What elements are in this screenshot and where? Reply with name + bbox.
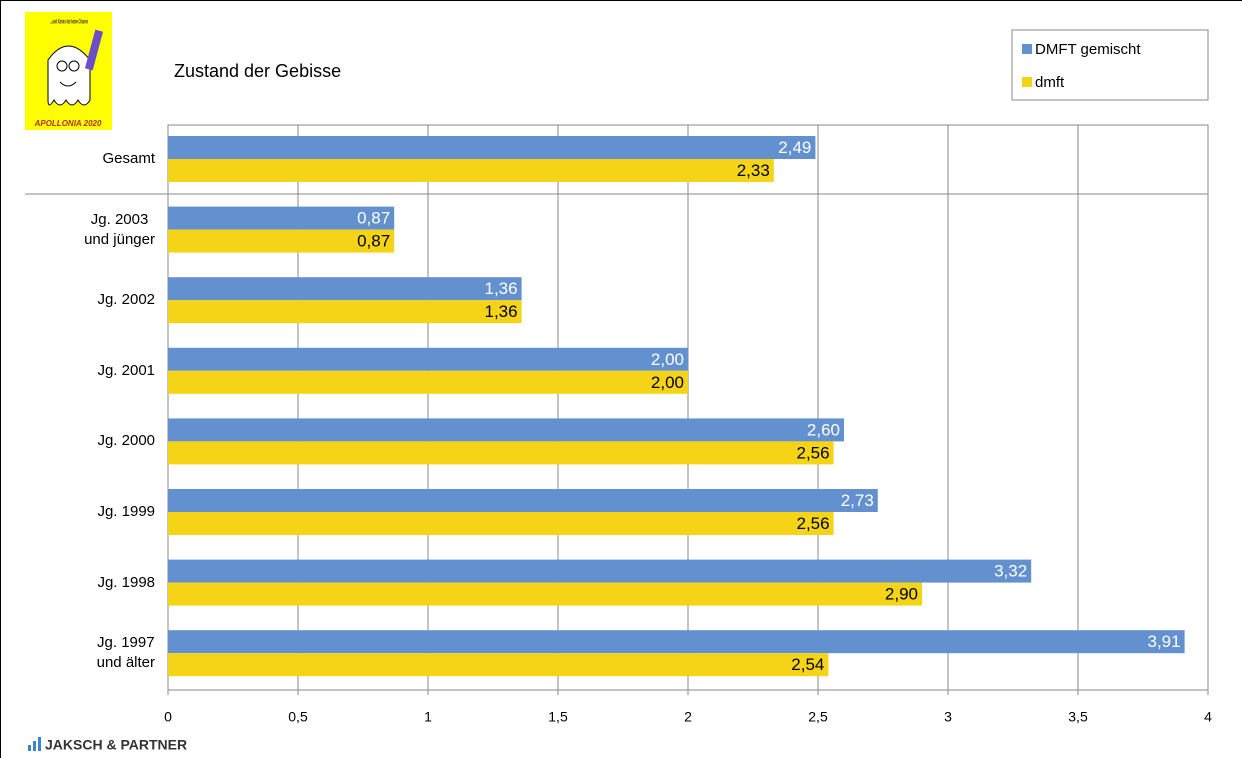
chart-title: Zustand der Gebisse bbox=[174, 61, 341, 81]
value-label: 2,73 bbox=[841, 491, 874, 510]
footer-icon bbox=[33, 741, 36, 751]
bar bbox=[168, 347, 688, 371]
y-tick-label: Jg. 2003 und jünger bbox=[84, 210, 155, 248]
value-label: 1,36 bbox=[485, 302, 518, 321]
bar bbox=[168, 229, 395, 253]
y-tick-label-box: Jg. 1997 und älter bbox=[20, 628, 155, 678]
logo-eye bbox=[56, 60, 68, 72]
bar bbox=[168, 582, 922, 606]
legend-swatch bbox=[1022, 77, 1032, 87]
logo-caption: ...und Karies hat keine Chance bbox=[50, 20, 88, 26]
value-label: 2,56 bbox=[797, 514, 830, 533]
x-tick-label: 0,5 bbox=[288, 709, 308, 725]
y-tick-label: Jg. 2000 bbox=[97, 432, 155, 450]
y-tick-label-box: Jg. 2001 bbox=[20, 346, 155, 396]
footer: JAKSCH & PARTNER bbox=[28, 737, 187, 753]
bar bbox=[168, 136, 816, 159]
legend-swatch bbox=[1022, 44, 1032, 54]
logo: ...und Karies hat keine Chance APOLLONIA… bbox=[25, 12, 112, 130]
legend-label: DMFT gemischt bbox=[1035, 41, 1141, 58]
y-tick-label-box: Jg. 2002 bbox=[20, 275, 155, 325]
bar bbox=[168, 512, 834, 535]
value-label: 2,60 bbox=[807, 420, 840, 439]
logo-name: APOLLONIA 2020 bbox=[34, 119, 102, 128]
x-tick-label: 3,5 bbox=[1068, 709, 1088, 725]
footer-icon bbox=[28, 745, 31, 751]
y-tick-label-box: Jg. 2003 und jünger bbox=[20, 205, 155, 255]
value-label: 2,49 bbox=[778, 138, 811, 157]
y-tick-label-box: Jg. 2000 bbox=[20, 416, 155, 466]
y-tick-label-box: Jg. 1998 bbox=[20, 558, 155, 608]
bar bbox=[168, 630, 1185, 654]
bar bbox=[168, 653, 829, 677]
y-tick-label-box: Jg. 1999 bbox=[20, 487, 155, 537]
y-tick-label: Jg. 1999 bbox=[97, 503, 155, 520]
footer-text: JAKSCH & PARTNER bbox=[45, 737, 187, 753]
value-label: 0,87 bbox=[357, 209, 390, 228]
value-label: 1,36 bbox=[485, 279, 518, 298]
bar bbox=[168, 370, 688, 394]
bar bbox=[168, 206, 395, 230]
bar bbox=[168, 418, 844, 442]
x-tick-label: 3 bbox=[944, 709, 952, 725]
x-tick-label: 0 bbox=[164, 709, 172, 725]
logo-mouth bbox=[59, 81, 77, 87]
x-tick-label: 4 bbox=[1204, 709, 1212, 725]
y-tick-label: Jg. 1997 und älter bbox=[96, 634, 155, 672]
bar bbox=[168, 559, 1032, 583]
y-tick-label: Jg. 2001 bbox=[97, 361, 155, 379]
x-tick-label: 1 bbox=[424, 709, 432, 725]
y-tick-label: Gesamt bbox=[102, 150, 155, 167]
value-label: 2,00 bbox=[651, 350, 684, 369]
legend-box bbox=[1011, 29, 1209, 101]
value-label: 2,90 bbox=[885, 585, 918, 604]
value-label: 3,91 bbox=[1148, 632, 1181, 651]
value-label: 2,56 bbox=[797, 443, 830, 462]
bar bbox=[168, 159, 774, 182]
value-label: 3,32 bbox=[994, 562, 1027, 581]
y-tick-label: Jg. 2002 bbox=[97, 291, 155, 309]
value-label: 2,54 bbox=[791, 655, 824, 674]
value-label: 2,33 bbox=[737, 161, 770, 180]
value-label: 0,87 bbox=[357, 232, 390, 251]
y-tick-label: Jg. 1998 bbox=[97, 573, 155, 591]
logo-brush bbox=[84, 29, 104, 71]
value-label: 2,00 bbox=[651, 373, 684, 392]
bar bbox=[168, 277, 522, 301]
bar bbox=[168, 489, 878, 512]
x-tick-label: 2,5 bbox=[808, 709, 828, 725]
x-tick-label: 1,5 bbox=[548, 709, 568, 725]
bar bbox=[168, 300, 522, 324]
logo-tooth bbox=[47, 45, 91, 106]
legend-label: dmft bbox=[1035, 74, 1065, 91]
x-tick-label: 2 bbox=[684, 709, 692, 725]
bar bbox=[168, 441, 834, 465]
logo-eye bbox=[68, 60, 80, 72]
y-tick-label-box: Gesamt bbox=[20, 134, 155, 184]
footer-icon bbox=[38, 737, 41, 751]
